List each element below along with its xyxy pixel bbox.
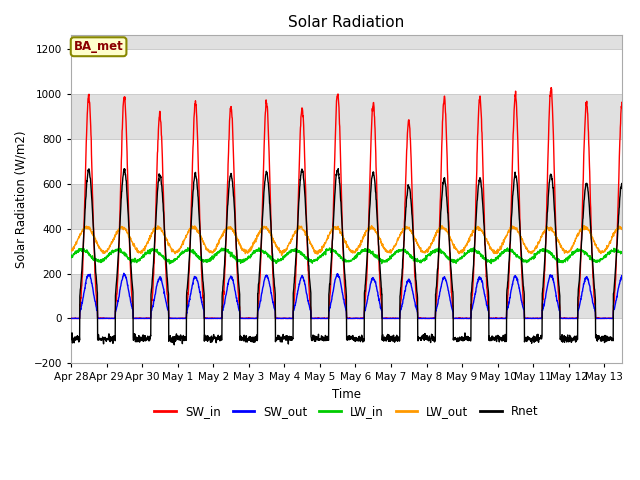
X-axis label: Time: Time [332, 388, 361, 401]
Y-axis label: Solar Radiation (W/m2): Solar Radiation (W/m2) [15, 131, 28, 268]
Legend: SW_in, SW_out, LW_in, LW_out, Rnet: SW_in, SW_out, LW_in, LW_out, Rnet [150, 401, 543, 423]
Bar [71, 274, 622, 318]
Bar [71, 228, 622, 274]
Text: BA_met: BA_met [74, 40, 124, 53]
Bar [71, 184, 622, 228]
Bar [71, 94, 622, 139]
Title: Solar Radiation: Solar Radiation [289, 15, 404, 30]
Bar [71, 36, 622, 49]
Bar [71, 139, 622, 184]
Bar [71, 318, 622, 363]
Bar [71, 49, 622, 94]
